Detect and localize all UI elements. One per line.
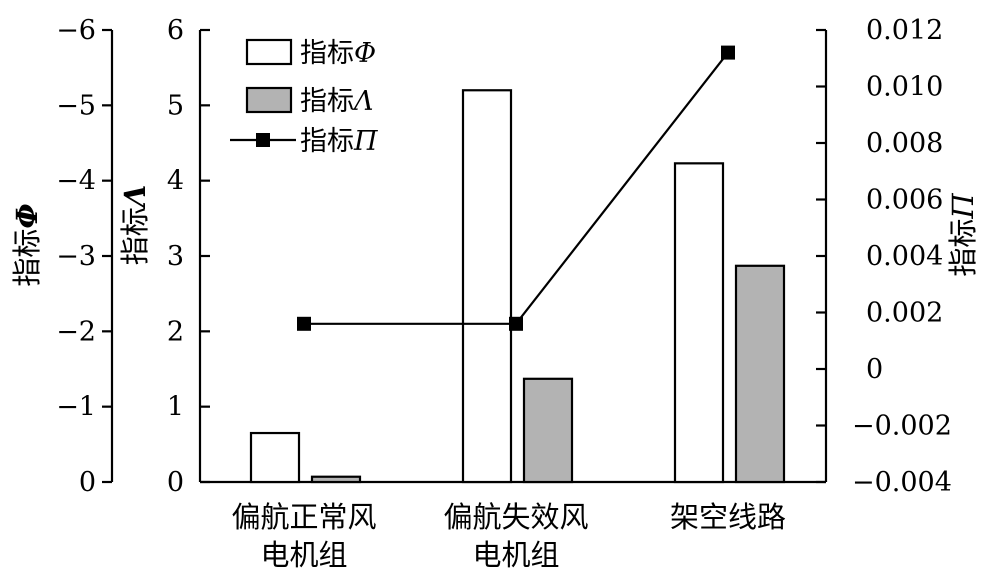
- pi-tick-label: −0.004: [852, 467, 952, 498]
- pi-tick-label: 0.010: [866, 72, 943, 103]
- lambda-tick-label: 4: [167, 166, 184, 197]
- pi-point: [297, 316, 311, 331]
- legend: 指标Φ 指标Λ 指标Π: [230, 38, 378, 157]
- pi-point: [721, 45, 735, 60]
- pi-tick-label: 0.006: [866, 185, 943, 216]
- line-series-group: [297, 45, 735, 331]
- phi-tick-label: 0: [79, 467, 96, 498]
- lambda-tick-label: 2: [167, 316, 184, 347]
- lambda-tick-label: 1: [167, 392, 184, 423]
- bars-group: [249, 89, 786, 484]
- legend-label: 指标Λ: [300, 86, 374, 117]
- bar-phi: [249, 431, 301, 484]
- legend-swatch-lambda: [245, 86, 293, 114]
- legend-swatch-pi-marker: [256, 133, 270, 147]
- pi-tick-label: 0.004: [866, 241, 943, 272]
- bar-phi: [461, 89, 513, 484]
- legend-swatch-phi: [245, 38, 293, 66]
- bar-lambda: [734, 264, 786, 484]
- legend-label: 指标Φ: [300, 38, 376, 69]
- pi-point: [509, 316, 523, 331]
- category-label: 偏航正常风电机组: [231, 500, 376, 572]
- bar-phi: [673, 162, 725, 484]
- category-label: 架空线路: [670, 500, 786, 534]
- pi-tick-label: −0.002: [852, 411, 952, 442]
- phi-tick-label: −3: [56, 241, 96, 272]
- legend-label: 指标Π: [300, 126, 378, 157]
- pi-tick-label: 0.002: [866, 298, 943, 329]
- bar-lambda: [522, 377, 574, 484]
- phi-tick-label: −2: [56, 316, 96, 347]
- category-label: 偏航失效风电机组: [443, 500, 588, 572]
- pi-tick-label: 0.008: [866, 128, 943, 159]
- lambda-tick-label: 3: [167, 241, 184, 272]
- lambda-tick-label: 5: [167, 90, 184, 121]
- lambda-axis-title: 指标Λ: [118, 185, 152, 266]
- pi-tick-label: 0.012: [866, 15, 943, 46]
- phi-axis-title: 指标Φ: [10, 203, 44, 286]
- bar-lambda: [310, 475, 362, 484]
- lambda-tick-label: 0: [167, 467, 184, 498]
- lambda-tick-label: 6: [167, 15, 184, 46]
- pi-axis-title: 指标Π: [946, 193, 980, 277]
- phi-tick-label: −5: [56, 90, 96, 121]
- phi-tick-label: −1: [56, 392, 96, 423]
- phi-tick-label: −6: [56, 15, 96, 46]
- phi-tick-label: −4: [56, 166, 96, 197]
- pi-tick-label: 0: [866, 354, 883, 385]
